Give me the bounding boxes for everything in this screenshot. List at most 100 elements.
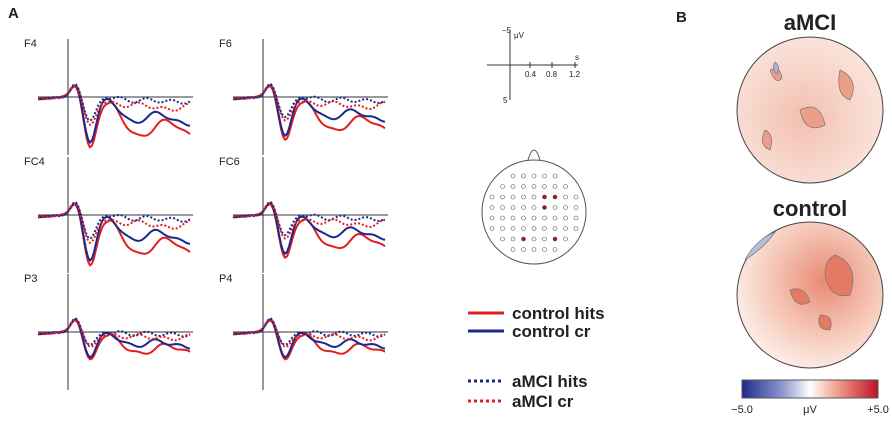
electrode: [510, 205, 516, 210]
legend-text: control hits: [512, 304, 605, 323]
electrode: [552, 247, 558, 252]
colorbar: [741, 379, 879, 399]
waveform: [37, 83, 191, 122]
electrode: [489, 205, 495, 210]
electrode: [510, 173, 516, 179]
waveform: [37, 201, 191, 240]
electrode-label: F4: [24, 38, 37, 50]
waveform: [37, 202, 191, 263]
electrode: [521, 173, 526, 179]
electrode: [521, 194, 526, 200]
scale-label: 1.2: [569, 70, 581, 79]
electrode: [542, 194, 547, 200]
electrode: [489, 226, 495, 231]
topomap-title: aMCI: [784, 10, 837, 35]
electrode: [531, 247, 537, 252]
electrode: [552, 194, 558, 200]
electrode: [521, 236, 526, 242]
electrode: [563, 205, 568, 210]
electrode: [500, 226, 505, 231]
waveform: [37, 84, 191, 145]
electrode: [552, 215, 558, 221]
electrode-map: [481, 149, 587, 265]
electrode: [521, 184, 526, 189]
electrode: [552, 173, 558, 179]
scale-label: 5: [503, 96, 508, 105]
electrode: [531, 184, 537, 189]
topomap-contour: [762, 68, 854, 151]
legend-text: aMCI hits: [512, 372, 588, 391]
waveform: [233, 318, 386, 348]
scale-bar: [487, 30, 578, 100]
scale-label: 0.4: [525, 70, 537, 79]
electrode: [510, 184, 516, 189]
electrode: [531, 215, 537, 221]
topomap-contour: [773, 61, 779, 75]
waveform: [232, 202, 386, 256]
electrode: [552, 226, 558, 231]
legend-text: aMCI cr: [512, 392, 574, 411]
waveform: [38, 318, 191, 348]
scale-label: 0.8: [546, 70, 558, 79]
electrode: [573, 226, 579, 231]
electrode: [500, 236, 505, 242]
electrode: [500, 194, 505, 200]
panel-label: B: [676, 9, 687, 26]
topomap-title: control: [773, 196, 848, 221]
electrode: [531, 194, 537, 200]
electrode: [510, 247, 516, 252]
electrode: [521, 247, 526, 252]
electrode: [542, 236, 547, 242]
electrode-label: F6: [219, 38, 232, 50]
waveform: [232, 319, 386, 361]
electrode: [500, 205, 505, 210]
electrode: [563, 226, 568, 231]
electrode: [563, 194, 568, 200]
topomap: [736, 221, 884, 369]
electrode: [563, 184, 568, 189]
electrode: [500, 184, 505, 189]
waveform: [232, 84, 386, 138]
electrode: [552, 236, 558, 242]
colorbar-label: +5.0: [867, 404, 889, 416]
electrode: [500, 215, 505, 221]
scale-label: μV: [514, 31, 525, 40]
electrode-label: FC4: [24, 156, 45, 168]
electrode: [521, 205, 526, 210]
electrode: [563, 236, 568, 242]
waveform: [37, 85, 191, 149]
waveform: [37, 203, 191, 267]
electrode: [552, 184, 558, 189]
electrode: [542, 173, 547, 179]
colorbar-label: μV: [803, 404, 817, 416]
waveform: [232, 84, 386, 141]
electrode-label: P3: [24, 273, 37, 285]
electrode: [510, 236, 516, 242]
topomap-contour: [744, 231, 776, 261]
electrode: [510, 215, 516, 221]
topomap-contour: [789, 254, 854, 331]
scale-label: −5: [502, 26, 512, 35]
electrode: [531, 205, 537, 210]
waveform: [232, 201, 386, 237]
electrode: [542, 226, 547, 231]
electrode-label: FC6: [219, 156, 240, 168]
electrode: [563, 215, 568, 221]
electrode: [573, 205, 579, 210]
scale-label: s: [575, 53, 579, 62]
electrode: [542, 247, 547, 252]
electrode: [521, 226, 526, 231]
electrode: [531, 173, 537, 179]
electrode: [521, 215, 526, 221]
electrode: [573, 215, 579, 221]
waveform: [232, 83, 386, 119]
electrode: [573, 194, 579, 200]
electrode: [510, 194, 516, 200]
waveform: [38, 202, 191, 245]
waveform: [233, 202, 386, 240]
electrode: [542, 205, 547, 210]
electrode: [531, 226, 537, 231]
electrode: [489, 215, 495, 221]
electrode: [542, 184, 547, 189]
